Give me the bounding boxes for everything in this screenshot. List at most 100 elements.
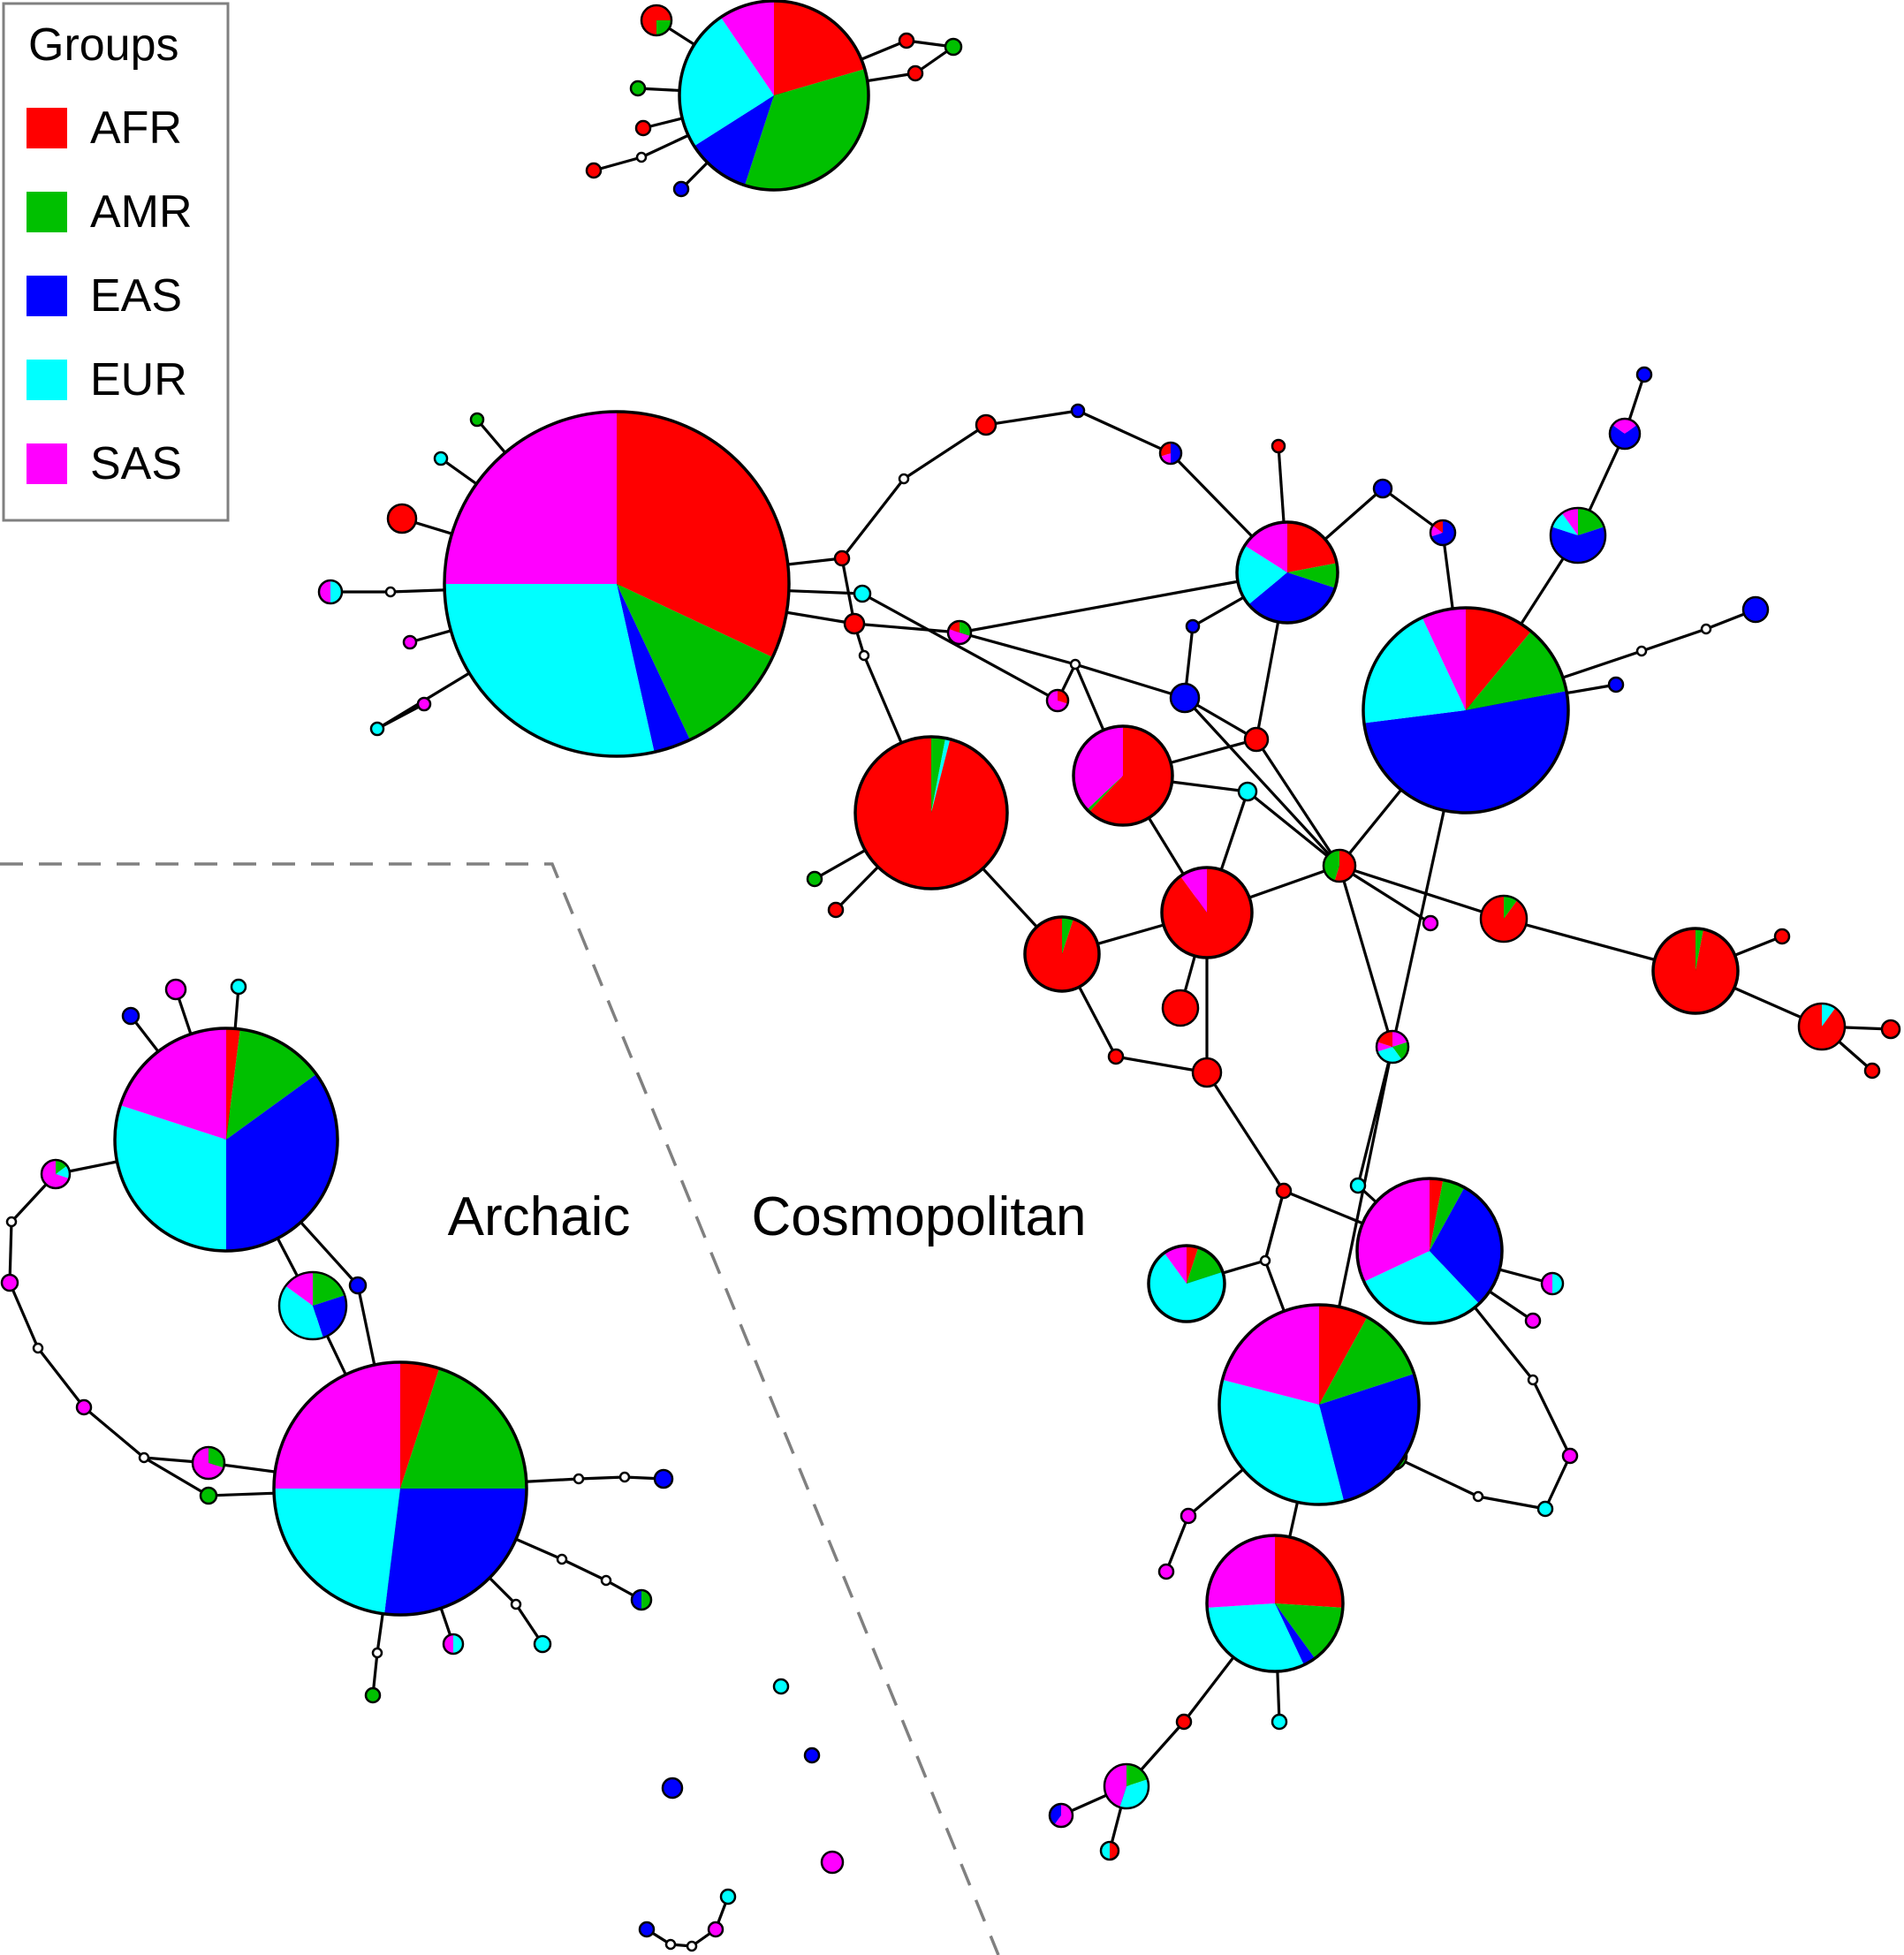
slice-afr [656,5,671,20]
slice-amr [1275,1603,1343,1659]
haplotype-node-i6 [664,1938,677,1951]
node-outline [1863,1062,1881,1080]
slice-sas [1181,1509,1195,1523]
node-outline [533,1634,552,1654]
slice-afr [400,1362,440,1489]
slice-eas [1248,572,1336,624]
node-outline [1349,1177,1367,1194]
slice-eas [663,1778,682,1798]
haplotype-node-i9 [719,1888,737,1906]
haplotype-node-l1 [898,473,910,485]
node-outline [0,1273,19,1292]
node-outline [1161,989,1200,1027]
haplotype-node-k5 [1175,1713,1193,1731]
node-outline [719,1888,737,1906]
edge-L2-L3 [985,409,1079,427]
intermediate-node [32,1342,44,1354]
legend-label-sas: SAS [90,438,182,489]
haplotype-node-h4 [317,579,344,605]
haplotype-node-m1 [853,584,872,603]
node-outline [1185,618,1201,634]
slice-eur [721,1890,735,1904]
node-outline [820,1850,845,1875]
slice-eur [444,584,655,756]
haplotype-node-h5 [384,586,397,598]
haplotype-node-n6 [1797,1002,1847,1051]
node-outline [1237,781,1258,802]
slice-eas [1374,480,1392,497]
slice-eas [640,1922,654,1936]
slice-afr [388,504,416,533]
haplotype-node-x2 [1349,1177,1367,1194]
slice-amr [1126,1764,1148,1786]
slice-afr [1272,440,1285,452]
intermediate-node [371,1647,383,1659]
haplotype-node-l3 [1070,403,1086,419]
haplotype-node-k [1217,1303,1421,1506]
edge-H8-H7 [376,702,425,731]
slice-amr [1087,776,1123,812]
haplotype-node-n3 [1422,914,1439,932]
slice-afr [1275,1535,1343,1608]
node-outline [1275,1182,1293,1200]
node-outline [833,549,851,567]
haplotype-node-n1 [1322,848,1357,883]
slice-amr [201,1488,216,1504]
edge-L3-L4 [1077,409,1172,455]
slice-afr [1109,1049,1123,1064]
node-outline [369,721,385,737]
node-outline [975,413,998,436]
haplotype-node-z9 [510,1598,522,1610]
node-outline [772,1678,790,1695]
node-outline [1362,606,1570,815]
slice-eur [231,980,246,994]
haplotype-node-h [443,410,791,758]
slice-eas [1610,425,1640,450]
slice-eas [655,1470,672,1488]
slice-sas [41,1160,70,1189]
edge-N1-N3 [1339,864,1431,925]
slice-amr [631,81,645,95]
node-outline [277,1270,348,1341]
slice-eur [1239,783,1256,800]
node-outline [843,612,866,635]
node-outline [1355,1177,1504,1325]
slice-eur [330,580,342,603]
node-outline [806,870,823,888]
intermediate-node [686,1940,698,1952]
edge-W2-W1 [8,1221,13,1284]
node-outline [113,1027,339,1253]
haplotype-node-k4 [1271,1713,1288,1731]
edge-P3-P4 [1531,1379,1572,1457]
slice-eas [226,1073,338,1251]
haplotype-node-k7 [1048,1802,1074,1829]
node-outline [1773,928,1791,945]
edge-W1-W3 [8,1282,40,1349]
haplotype-node-w3 [32,1342,44,1354]
haplotype-node-b [1362,606,1570,815]
node-outline [1372,478,1393,499]
edge-L0-M2 [840,557,856,625]
haplotype-node-i2 [803,1747,821,1764]
haplotype-node-h6 [402,634,418,650]
intermediate-node [1259,1254,1271,1267]
node-outline [364,1686,382,1704]
slice-sas [1054,1804,1073,1828]
slice-sas [418,698,430,710]
haplotype-node-m9 [1237,781,1258,802]
slice-eur [1272,1715,1286,1729]
haplotype-node-u [1235,520,1339,625]
intermediate-node [5,1216,18,1228]
slice-amr [1187,1247,1223,1284]
slice-eas [384,1489,527,1615]
slice-eas [1637,368,1651,382]
edge-M1-M6 [861,592,1058,702]
slice-eur [535,1636,550,1652]
slice-afr [1187,1246,1199,1284]
slice-afr [1334,850,1356,883]
haplotype-node-r6 [1191,1057,1223,1088]
slice-eur [114,1105,226,1251]
haplotype-node-p [1355,1177,1504,1325]
intermediate-node [510,1598,522,1610]
haplotype-node-a4 [40,1158,72,1190]
